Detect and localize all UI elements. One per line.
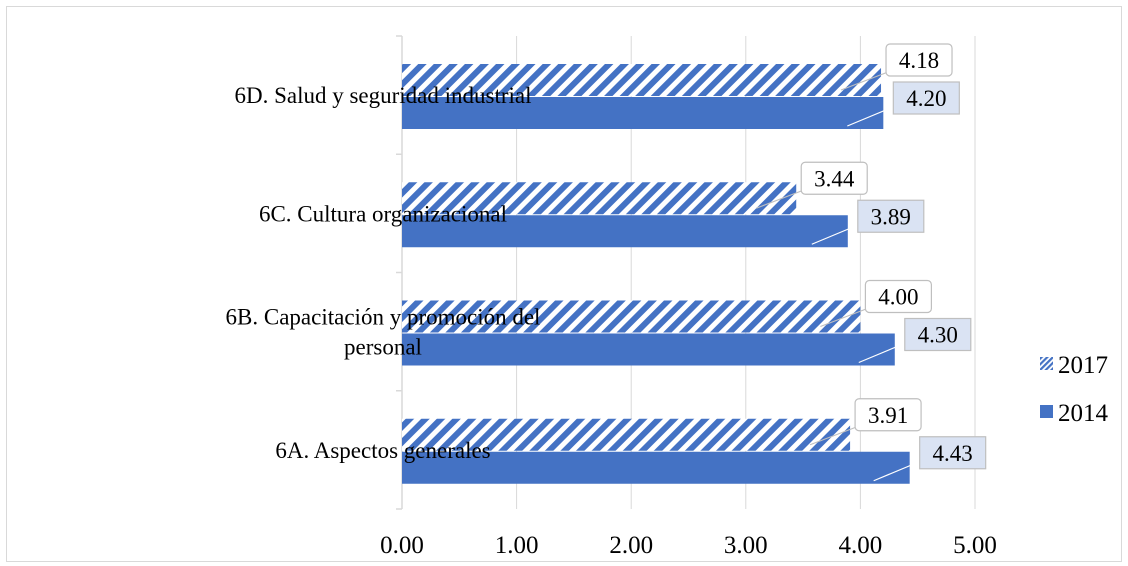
x-tick-label: 2.00 — [609, 532, 653, 559]
chart-frame — [6, 6, 1122, 562]
category-label: 6C. Cultura organizacional — [259, 201, 507, 226]
legend-label: 2017 — [1058, 352, 1108, 379]
leader-line — [820, 307, 868, 328]
bar-2014 — [402, 451, 910, 484]
data-labels: 4.18 4.20 3.44 3.89 4.004.30 3.91 4.43 — [756, 43, 987, 482]
bars — [402, 64, 910, 484]
leader-line — [809, 426, 858, 446]
bar-2014 — [402, 215, 848, 248]
data-label-2017: 4.18 — [899, 48, 939, 73]
bar-2017 — [402, 300, 861, 333]
x-tick-label: 1.00 — [495, 532, 539, 559]
data-label-2017: 3.44 — [814, 166, 855, 191]
data-label-box-2017 — [800, 161, 868, 195]
bar-2014 — [402, 97, 884, 129]
data-label-2017: 4.00 — [878, 285, 918, 310]
bar-2017 — [402, 418, 851, 451]
data-label-box-2017 — [885, 43, 953, 77]
data-label-box-2014 — [857, 199, 925, 233]
data-label-2014: 4.30 — [918, 323, 958, 348]
bar-2017 — [402, 64, 882, 96]
data-label-2014: 4.43 — [933, 441, 973, 466]
category-label: personal — [344, 335, 422, 360]
category-label: 6A. Aspectos generales — [275, 438, 490, 463]
data-label-box-2014 — [904, 317, 972, 352]
data-label-2014: 4.20 — [906, 86, 946, 111]
category-label: 6B. Capacitación y promoción del — [226, 305, 541, 330]
category-labels: 6D. Salud y seguridad industrial 6C. Cult… — [226, 83, 541, 463]
x-tick-label: 5.00 — [953, 532, 997, 559]
leader-line — [847, 105, 896, 127]
x-tick-label: 0.00 — [380, 532, 424, 559]
data-label-2017: 3.91 — [868, 403, 908, 428]
data-label-box-2017 — [864, 279, 933, 314]
leader-line — [756, 189, 804, 209]
data-label-2014: 3.89 — [871, 204, 911, 229]
legend-label: 2014 — [1058, 400, 1109, 427]
data-label-box-2014 — [919, 436, 987, 470]
leader-line — [840, 71, 889, 91]
x-tick-label: 4.00 — [839, 532, 883, 559]
data-label-box-2017 — [854, 398, 922, 432]
legend-swatch-2017 — [1040, 357, 1053, 370]
legend: 2017 2014 — [1040, 352, 1109, 427]
legend-swatch-2014 — [1040, 405, 1053, 418]
bar-2017 — [402, 182, 797, 215]
leader-line — [873, 460, 922, 482]
leader-line — [858, 341, 908, 364]
x-tick-label: 3.00 — [724, 532, 768, 559]
x-tick-labels: 0.00 1.00 2.00 3.00 4.00 5.00 — [380, 532, 997, 559]
bar-2014 — [402, 333, 895, 366]
data-label-box-2014 — [892, 81, 960, 115]
leader-line — [811, 223, 861, 245]
category-label: 6D. Salud y seguridad industrial — [234, 83, 531, 108]
